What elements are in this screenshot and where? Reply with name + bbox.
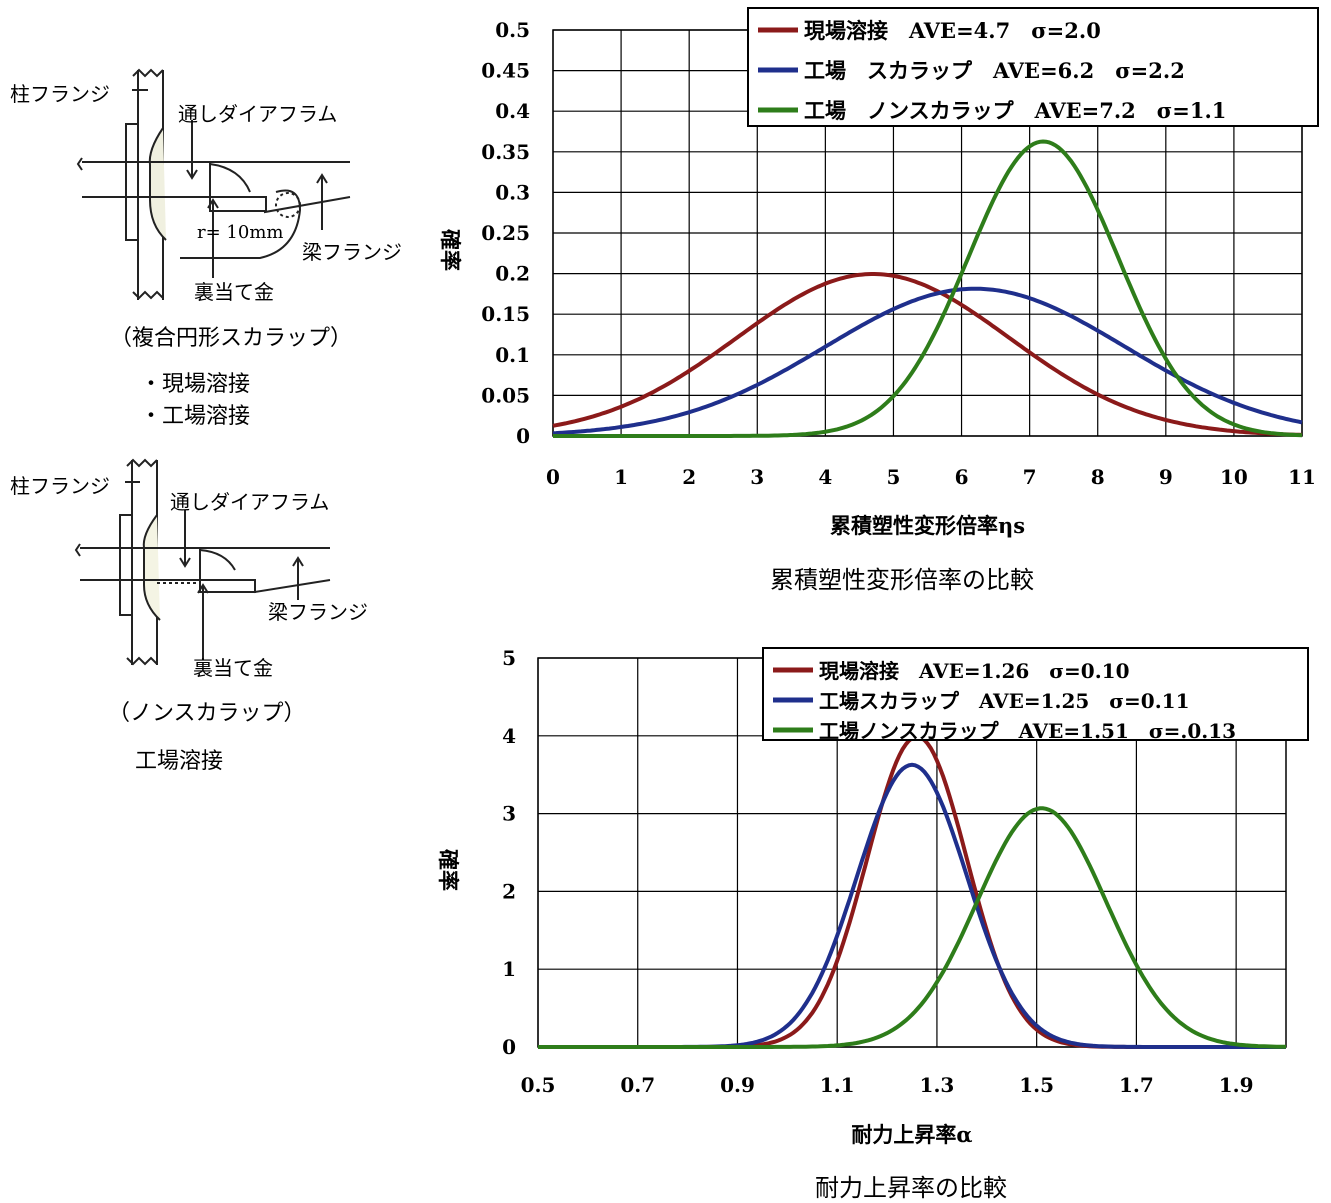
y-tick-label: 0.05: [481, 383, 530, 407]
y-tick-label: 0.1: [495, 343, 530, 367]
legend-label: 工場ノンスカラップ AVE=1.51 σ=.0.13: [819, 719, 1236, 743]
nonscallop-note: 工場溶接: [135, 749, 224, 774]
x-tick-label: 0: [546, 465, 560, 489]
x-tick-label: 6: [955, 465, 969, 489]
cumulative-plastic-deformation-chart: 0 0.05 0.1 0.15 0.2 0.25 0.3 0.35 0.4 0.45 0.5 0 1 2 3…: [438, 7, 1319, 538]
y-tick-label: 2: [502, 879, 516, 903]
nonscallop-beam-flange-label: 梁フランジ: [268, 600, 368, 624]
scallop-note-1: ・現場溶接: [140, 372, 251, 397]
nonscallop-caption: （ノンスカラップ）: [108, 701, 306, 726]
x-tick-label: 5: [886, 465, 900, 489]
y-tick-label: 0.3: [495, 180, 530, 204]
nonscallop-col-flange-label: 柱フランジ: [10, 474, 110, 498]
nonscallop-joint-drawing: [74, 458, 331, 666]
joint-diagrams: 柱フランジ 通しダイアフラム r= 10mm 梁フランジ 裏当て金 （複合円形ス…: [0, 0, 470, 1199]
y-tick-label: 0: [502, 1035, 516, 1059]
y-axis-label: 確率: [436, 849, 461, 891]
x-tick-label: 10: [1220, 465, 1248, 489]
legend-label: 工場 ノンスカラップ AVE=7.2 σ=1.1: [804, 98, 1226, 123]
legend-label: 工場 スカラップ AVE=6.2 σ=2.2: [804, 58, 1185, 83]
y-tick-label: 0.15: [481, 302, 530, 326]
y-tick-label: 0.45: [481, 59, 530, 83]
x-tick-label: 2: [682, 465, 696, 489]
x-tick-label: 0.5: [521, 1073, 556, 1097]
x-axis-label: 耐力上昇率α: [851, 1122, 972, 1147]
scallop-diaphragm-label: 通しダイアフラム: [178, 102, 338, 126]
nonscallop-backing-label: 裏当て金: [193, 656, 273, 680]
legend-box: [762, 647, 1309, 741]
scallop-joint-drawing: [76, 68, 351, 300]
x-tick-label: 0.7: [620, 1073, 655, 1097]
scallop-caption: （複合円形スカラップ）: [110, 326, 353, 351]
y-tick-label: 0.25: [481, 221, 530, 245]
chart1-caption: 累積塑性変形倍率の比較: [770, 566, 1034, 594]
x-tick-label: 1.7: [1119, 1073, 1154, 1097]
y-tick-label: 5: [502, 646, 516, 670]
x-tick-label: 4: [818, 465, 832, 489]
legend-box: [747, 7, 1319, 127]
legend-label: 現場溶接 AVE=4.7 σ=2.0: [804, 18, 1101, 43]
scallop-beam-flange-label: 梁フランジ: [302, 240, 402, 264]
y-tick-label: 3: [502, 802, 516, 826]
x-tick-label: 1.5: [1019, 1073, 1054, 1097]
legend-label: 工場スカラップ AVE=1.25 σ=0.11: [819, 689, 1190, 713]
y-tick-label: 1: [502, 957, 516, 981]
y-tick-label: 0.5: [495, 18, 530, 42]
x-axis-label: 累積塑性変形倍率ηs: [830, 513, 1025, 538]
x-tick-label: 9: [1159, 465, 1173, 489]
scallop-col-flange-label: 柱フランジ: [10, 82, 110, 106]
x-tick-label: 8: [1091, 465, 1105, 489]
series-line-2: [553, 139, 1303, 438]
y-tick-label: 0.2: [495, 262, 530, 286]
x-tick-label: 1: [614, 465, 628, 489]
scallop-note-2: ・工場溶接: [140, 404, 251, 429]
series-line-0: [552, 272, 1303, 437]
y-tick-label: 0.35: [481, 140, 530, 164]
y-tick-label: 0.4: [495, 99, 530, 123]
strength-increase-chart: 0 1 2 3 4 5 0.5 0.7 0.9 1.1 1.3 1.5 1.7 1.9 耐力上昇率α 確率 現場…: [436, 646, 1309, 1147]
y-tick-label: 0: [516, 424, 530, 448]
x-tick-label: 1.1: [820, 1073, 855, 1097]
x-tick-label: 1.3: [920, 1073, 955, 1097]
x-tick-label: 7: [1023, 465, 1037, 489]
chart2-caption: 耐力上昇率の比較: [815, 1174, 1007, 1202]
x-tick-label: 3: [750, 465, 764, 489]
x-tick-label: 11: [1288, 465, 1316, 489]
joint-diagram-drawings: [74, 68, 351, 666]
series-line-2: [538, 806, 1286, 1049]
x-tick-label: 0.9: [720, 1073, 755, 1097]
legend-label: 現場溶接 AVE=1.26 σ=0.10: [819, 659, 1130, 683]
y-axis-label: 確率: [438, 229, 463, 271]
y-tick-label: 4: [502, 724, 516, 748]
scallop-backing-label: 裏当て金: [194, 280, 274, 304]
scallop-radius-label: r= 10mm: [197, 222, 284, 243]
x-tick-label: 1.9: [1219, 1073, 1254, 1097]
nonscallop-diaphragm-label: 通しダイアフラム: [170, 490, 330, 514]
